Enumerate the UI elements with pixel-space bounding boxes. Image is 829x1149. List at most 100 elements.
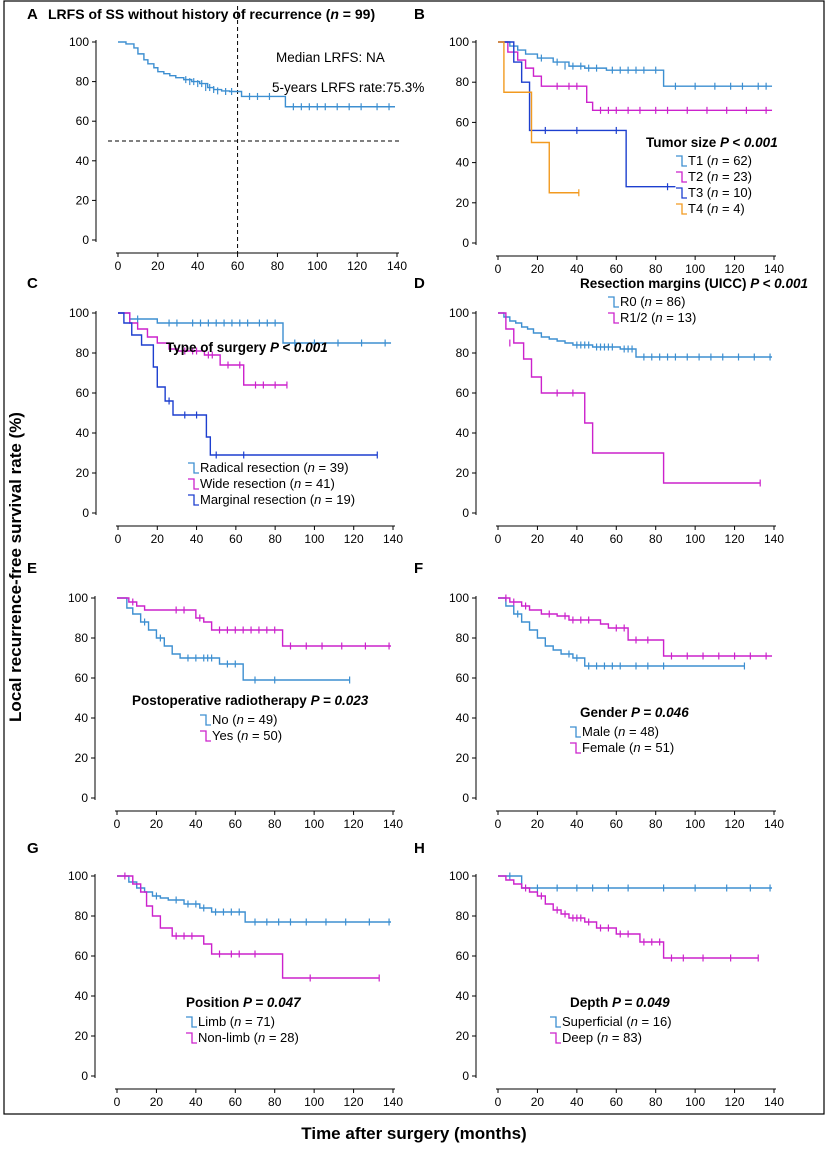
legend-entry-n: 39 xyxy=(330,460,344,475)
legend-title-text: Gender xyxy=(580,705,628,720)
legend-entry-C: Radical resection (n = 39) xyxy=(200,460,349,475)
y-tick-label-C: 60 xyxy=(76,386,90,400)
figure-ylabel: Local recurrence-free survival rate (%) xyxy=(6,412,25,722)
x-tick-label-E: 140 xyxy=(383,817,403,831)
x-tick-label-C: 120 xyxy=(344,532,364,546)
x-tick-label-E: 80 xyxy=(268,817,282,831)
y-tick-label-G: 40 xyxy=(75,989,89,1003)
annotation-5yr-rate: 5-years LRFS rate:75.3% xyxy=(272,80,424,95)
x-tick-label-G: 40 xyxy=(189,1095,203,1109)
x-tick-label-E: 120 xyxy=(344,817,364,831)
legend-entry-close: ) xyxy=(295,1030,299,1045)
legend-entry-n: 19 xyxy=(336,492,350,507)
x-tick-label-B: 120 xyxy=(725,262,745,276)
x-tick-label-G: 20 xyxy=(150,1095,164,1109)
x-tick-label-F: 80 xyxy=(649,817,663,831)
legend-entry-name: Yes xyxy=(212,728,234,743)
x-tick-label-B: 140 xyxy=(764,262,784,276)
legend-swatch-D-R1/2 xyxy=(608,312,619,324)
legend-entry-eq: = xyxy=(244,712,259,727)
legend-entry-n-symbol: n xyxy=(711,153,718,168)
x-tick-label-D: 20 xyxy=(531,532,545,546)
survival-curve-B-T1 xyxy=(498,41,773,87)
panel-label-A: A xyxy=(27,6,38,23)
panel-H: H 0 20 40 60 80 100 0 20 40 60 80 100 120 140 Depth P =… xyxy=(414,840,784,1109)
panel-label-F: F xyxy=(414,560,423,577)
legend-entry-n-symbol: n xyxy=(631,1014,638,1029)
x-tick-label-C: 60 xyxy=(229,532,243,546)
legend-entry-open: ( xyxy=(593,1030,602,1045)
x-tick-label-H: 100 xyxy=(685,1095,705,1109)
y-tick-label-D: 0 xyxy=(462,506,469,520)
legend-title-text: Depth xyxy=(570,995,608,1010)
legend-entry-close: ) xyxy=(670,740,674,755)
x-tick-label-A: 80 xyxy=(271,259,285,273)
legend-title-G: Position P = 0.047 xyxy=(186,995,302,1010)
x-tick-label-H: 80 xyxy=(649,1095,663,1109)
legend-entry-n: 48 xyxy=(640,724,654,739)
legend-title-C: Type of surgery P < 0.001 xyxy=(166,340,328,355)
survival-curve-B-T4 xyxy=(498,41,579,194)
x-tick-label-H: 120 xyxy=(725,1095,745,1109)
legend-title-text: Type of surgery xyxy=(166,340,267,355)
y-tick-label-C: 0 xyxy=(82,506,89,520)
x-tick-label-A: 140 xyxy=(387,259,407,273)
legend-entry-open: ( xyxy=(647,310,656,325)
legend-entry-eq: = xyxy=(641,740,656,755)
survival-curve-C-Marginal resection xyxy=(118,312,378,456)
y-tick-label-E: 0 xyxy=(81,791,88,805)
y-tick-label-C: 40 xyxy=(76,426,90,440)
y-tick-label-D: 60 xyxy=(456,386,470,400)
legend-swatch-H-Deep xyxy=(550,1032,561,1044)
x-tick-label-A: 0 xyxy=(115,259,122,273)
y-tick-label-A: 20 xyxy=(76,193,90,207)
legend-entry-name: Wide resection xyxy=(200,476,286,491)
x-tick-label-H: 40 xyxy=(570,1095,584,1109)
legend-entry-n: 83 xyxy=(623,1030,637,1045)
legend-entry-D: R0 (n = 86) xyxy=(620,294,685,309)
legend-entry-open: ( xyxy=(229,712,238,727)
y-tick-label-H: 0 xyxy=(462,1069,469,1083)
legend-swatch-D-R0 xyxy=(608,296,619,308)
legend-entry-n-symbol: n xyxy=(645,294,652,309)
legend-entry-n: 51 xyxy=(655,740,669,755)
x-tick-label-G: 0 xyxy=(114,1095,121,1109)
legend-entry-n: 41 xyxy=(316,476,330,491)
legend-entry-n: 23 xyxy=(733,169,747,184)
legend-entry-close: ) xyxy=(638,1030,642,1045)
title-n-symbol: n xyxy=(330,6,339,22)
legend-entry-open: ( xyxy=(610,724,619,739)
legend-entry-n: 28 xyxy=(280,1030,294,1045)
y-tick-label-A: 60 xyxy=(76,114,90,128)
panel-G: G 0 20 40 60 80 100 0 20 40 60 80 100 120 140 Position … xyxy=(27,840,403,1109)
panel-C: C 0 20 40 60 80 100 0 20 40 60 80 100 120 140 Type of s… xyxy=(27,275,403,546)
legend-entry-name: Non-limb xyxy=(198,1030,250,1045)
legend-swatch-H-Superficial xyxy=(550,1016,561,1028)
x-tick-label-F: 60 xyxy=(610,817,624,831)
x-tick-label-G: 100 xyxy=(304,1095,324,1109)
panel-label-G: G xyxy=(27,840,39,857)
y-tick-label-H: 80 xyxy=(456,909,470,923)
legend-entry-n: 10 xyxy=(733,185,747,200)
legend-entry-n-symbol: n xyxy=(711,185,718,200)
legend-entry-close: ) xyxy=(667,1014,671,1029)
x-tick-label-C: 100 xyxy=(304,532,324,546)
x-tick-label-F: 140 xyxy=(764,817,784,831)
panel-E: E 0 20 40 60 80 100 0 20 40 60 80 100 120 140 Postopera… xyxy=(27,560,403,831)
legend-entry-n: 49 xyxy=(259,712,273,727)
legend-entry-close: ) xyxy=(344,460,348,475)
legend-title-B: Tumor size P < 0.001 xyxy=(646,135,778,150)
survival-curve-D-R0 xyxy=(498,312,773,358)
legend-p-value: P < 0.001 xyxy=(750,276,808,291)
legend-entry-name: No xyxy=(212,712,229,727)
x-tick-label-F: 100 xyxy=(685,817,705,831)
legend-entry-open: ( xyxy=(250,1030,259,1045)
x-tick-label-C: 40 xyxy=(190,532,204,546)
x-tick-label-D: 100 xyxy=(685,532,705,546)
legend-entry-eq: = xyxy=(625,724,640,739)
legend-entry-close: ) xyxy=(273,712,277,727)
legend-entry-open: ( xyxy=(637,294,646,309)
survival-curve-D-R1/2 xyxy=(498,312,761,484)
y-tick-label-G: 20 xyxy=(75,1029,89,1043)
